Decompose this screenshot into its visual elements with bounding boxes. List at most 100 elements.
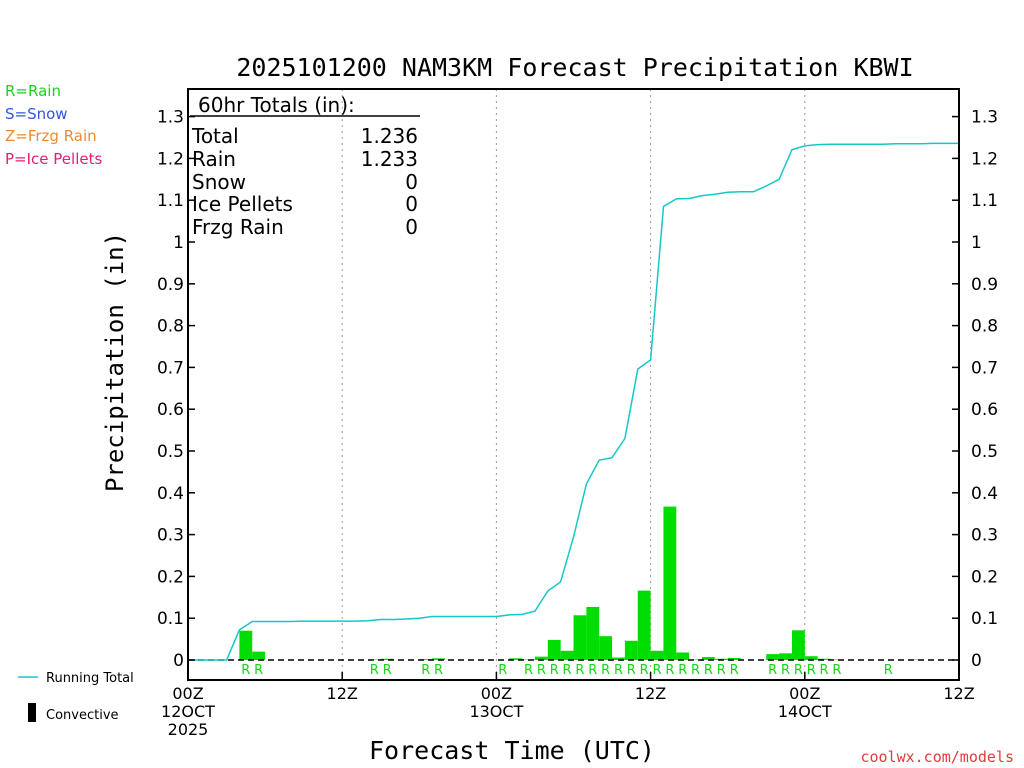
- y-tick-label-left: 0.4: [157, 484, 184, 504]
- y-tick-label-left: 0.7: [157, 358, 184, 378]
- precip-bar: [702, 657, 715, 660]
- y-axis-label: Precipitation (in): [101, 232, 129, 492]
- precip-bar: [509, 658, 523, 660]
- y-tick-label-right: 1.2: [971, 149, 998, 169]
- totals-label-frzg-rain: Frzg Rain: [192, 215, 284, 239]
- y-tick-label-left: 0.8: [157, 317, 184, 337]
- y-tick-label-right: 0.2: [971, 567, 998, 587]
- totals-heading: 60hr Totals (in):: [198, 93, 355, 117]
- ptype-marker-rain: R: [627, 663, 636, 678]
- precip-bar: [547, 639, 561, 660]
- precip-bar: [252, 651, 266, 660]
- precip-bar: [573, 615, 587, 660]
- ptype-marker-rain: R: [717, 663, 726, 678]
- ptype-marker-rain: R: [807, 663, 816, 678]
- totals-box: 60hr Totals (in): Total 1.236 Rain 1.233…: [190, 93, 420, 239]
- totals-value-ice-pellets: 0: [405, 192, 418, 216]
- x-tick-label: 00Z: [172, 684, 203, 703]
- ptype-marker-rain: R: [434, 663, 443, 678]
- totals-label-rain: Rain: [192, 147, 236, 171]
- precip-bar: [534, 656, 548, 660]
- y-tick-label-left: 0.1: [157, 609, 184, 629]
- ptype-marker-rain: R: [254, 663, 263, 678]
- ptype-marker-rain: R: [614, 663, 623, 678]
- ptype-marker-rain: R: [601, 663, 610, 678]
- totals-label-total: Total: [191, 124, 239, 148]
- ptype-marker-rain: R: [524, 663, 533, 678]
- ptype-marker-rain: R: [421, 663, 430, 678]
- totals-value-rain: 1.233: [361, 147, 418, 171]
- precip-bar: [612, 657, 625, 660]
- totals-label-ice-pellets: Ice Pellets: [192, 192, 293, 216]
- legend-ice-pellets: P=Ice Pellets: [5, 150, 102, 168]
- y-tick-label-left: 0.5: [157, 442, 184, 462]
- precip-bar: [650, 650, 664, 660]
- x-tick-label: 00Z: [481, 684, 512, 703]
- totals-value-total: 1.236: [361, 124, 418, 148]
- precip-bar: [766, 654, 780, 660]
- precip-bar: [380, 658, 394, 660]
- y-tick-label-right: 0.4: [971, 484, 998, 504]
- y-tick-label-left: 0.2: [157, 567, 184, 587]
- precip-bar: [727, 657, 741, 660]
- y-tick-label-left: 1.1: [157, 191, 184, 211]
- ptype-marker-rain: R: [537, 663, 546, 678]
- y-tick-label-right: 0.3: [971, 526, 998, 546]
- precip-bar: [791, 630, 805, 660]
- precip-bar: [624, 640, 638, 660]
- ptype-marker-rain: R: [704, 663, 713, 678]
- x-tick-label: 14OCT: [778, 702, 832, 721]
- ptype-marker-rain: R: [498, 663, 507, 678]
- legend-rain: R=Rain: [5, 82, 61, 100]
- ptype-marker-rain: R: [768, 663, 777, 678]
- ptype-marker-rain: R: [884, 663, 893, 678]
- y-tick-label-left: 1: [173, 233, 184, 253]
- ptype-marker-rain: R: [640, 663, 649, 678]
- series-legend: Running Total Convective: [18, 671, 134, 723]
- y-tick-label-right: 0.5: [971, 442, 998, 462]
- ptype-marker-rain: R: [832, 663, 841, 678]
- precip-bar: [586, 606, 600, 660]
- ptype-marker-rain: R: [588, 663, 597, 678]
- ptype-marker-rain: R: [653, 663, 662, 678]
- totals-label-snow: Snow: [192, 170, 246, 194]
- ptype-marker-rain: R: [665, 663, 674, 678]
- precip-bar: [804, 656, 818, 660]
- totals-value-snow: 0: [405, 170, 418, 194]
- ptype-marker-rain: R: [781, 663, 790, 678]
- x-tick-label: 12Z: [943, 684, 974, 703]
- ptype-marker-rain: R: [730, 663, 739, 678]
- precip-bar: [432, 658, 445, 660]
- y-tick-label-left: 0.9: [157, 275, 184, 295]
- vertical-gridlines: [341, 89, 806, 680]
- precip-bar: [676, 652, 690, 660]
- ptype-marker-rain: R: [241, 663, 250, 678]
- x-tick-label: 12Z: [635, 684, 666, 703]
- convective-legend-swatch: [28, 703, 36, 722]
- credit-text: coolwx.com/models: [860, 748, 1014, 766]
- ptype-marker-rain: R: [691, 663, 700, 678]
- y-tick-label-right: 1.3: [971, 108, 998, 128]
- plot-frame: [187, 88, 960, 681]
- ptype-legend: R=Rain S=Snow Z=Frzg Rain P=Ice Pellets: [5, 82, 102, 168]
- y-tick-label-left: 0.6: [157, 400, 184, 420]
- precip-bar: [779, 653, 792, 660]
- y-tick-label-right: 1: [971, 233, 982, 253]
- y-tick-label-left: 1.2: [157, 149, 184, 169]
- y-tick-label-left: 0.3: [157, 526, 184, 546]
- y-tick-label-left: 1.3: [157, 108, 184, 128]
- x-tick-label: 12OCT: [161, 702, 215, 721]
- legend-snow: S=Snow: [5, 105, 68, 123]
- legend-frzg-rain: Z=Frzg Rain: [5, 127, 97, 145]
- x-tick-label: 2025: [168, 720, 209, 739]
- ptype-marker-rain: R: [678, 663, 687, 678]
- running-total-series: [188, 142, 959, 661]
- running-total-legend-label: Running Total: [46, 671, 134, 686]
- ptype-marker-rain: R: [370, 663, 379, 678]
- x-axis-label: Forecast Time (UTC): [369, 736, 655, 765]
- y-tick-label-right: 0.7: [971, 358, 998, 378]
- totals-value-frzg-rain: 0: [405, 215, 418, 239]
